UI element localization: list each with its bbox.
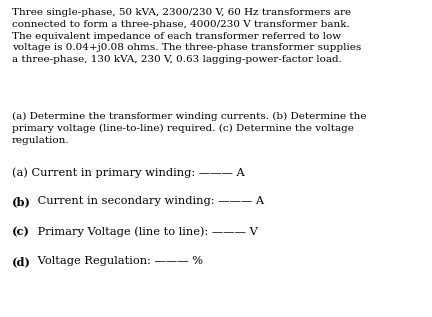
Text: (d): (d) — [12, 256, 31, 267]
Text: Voltage Regulation: ——— %: Voltage Regulation: ——— % — [34, 256, 203, 266]
Text: Current in secondary winding: ——— A: Current in secondary winding: ——— A — [34, 196, 264, 206]
Text: (b): (b) — [12, 196, 31, 207]
Text: (c): (c) — [12, 226, 30, 237]
Text: Three single-phase, 50 kVA, 2300/230 V, 60 Hz transformers are
connected to form: Three single-phase, 50 kVA, 2300/230 V, … — [12, 8, 361, 64]
Text: (a) Current in primary winding: ——— A: (a) Current in primary winding: ——— A — [12, 167, 245, 178]
Text: Primary Voltage (line to line): ——— V: Primary Voltage (line to line): ——— V — [34, 226, 258, 236]
Text: (a) Determine the transformer winding currents. (b) Determine the
primary voltag: (a) Determine the transformer winding cu… — [12, 112, 366, 145]
